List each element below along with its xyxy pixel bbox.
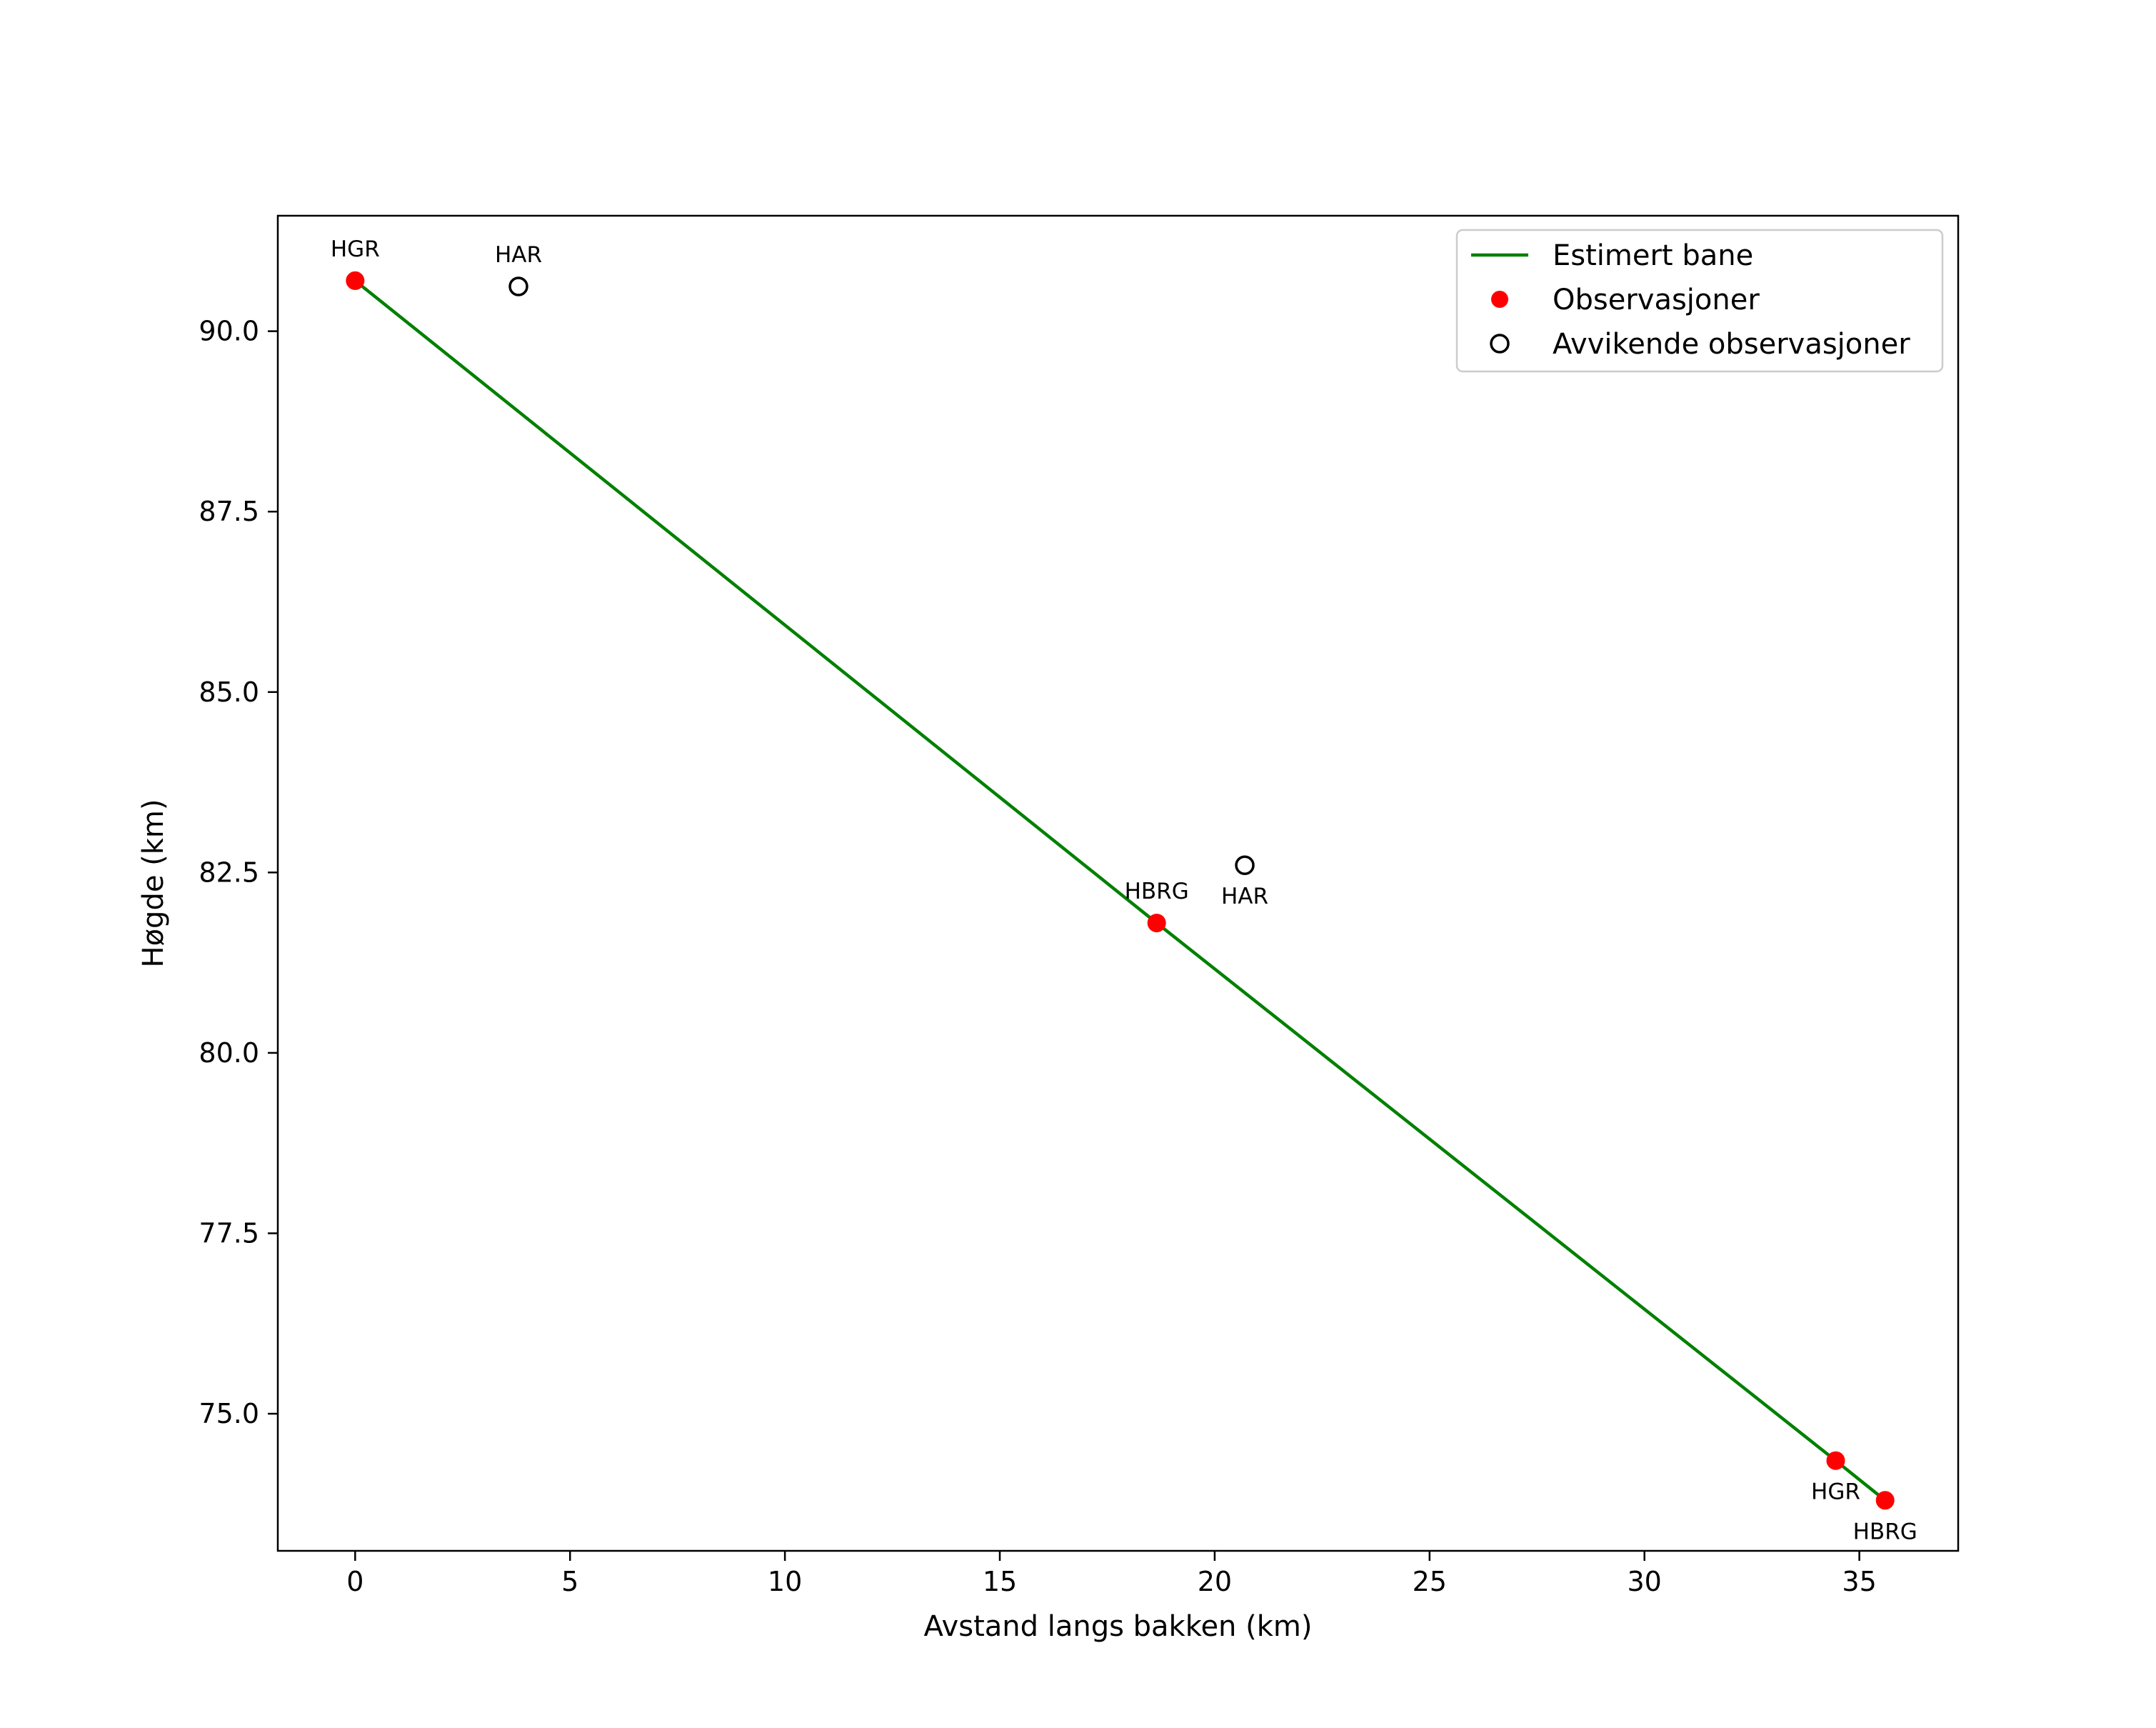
legend-label: Estimert bane	[1553, 239, 1753, 272]
legend: Estimert bane Observasjoner Avvikende obse…	[1455, 229, 1944, 373]
x-tick-label: 10	[768, 1566, 802, 1597]
x-tick-label: 35	[1842, 1566, 1876, 1597]
point-label: HAR	[495, 242, 542, 268]
x-tick-label: 5	[561, 1566, 578, 1597]
y-tick-label: 77.5	[199, 1217, 259, 1249]
outlier-point	[1235, 855, 1255, 875]
plot-frame	[276, 214, 1960, 1552]
point-label: HBRG	[1853, 1519, 1917, 1544]
x-axis-label: Avstand langs bakken (km)	[924, 1610, 1313, 1643]
y-tick-label: 90.0	[199, 316, 259, 347]
observation-point	[1826, 1451, 1845, 1470]
outlier-point	[508, 276, 528, 296]
observation-point	[1147, 914, 1166, 933]
point-label: HGR	[1811, 1479, 1860, 1505]
y-tick-label: 80.0	[199, 1037, 259, 1069]
x-tick-label: 0	[346, 1566, 363, 1597]
trajectory-line	[353, 278, 1887, 1503]
observation-point	[1875, 1491, 1895, 1510]
point-label: HAR	[1221, 884, 1268, 909]
x-tick-label: 15	[983, 1566, 1017, 1597]
legend-open-marker	[1490, 334, 1510, 354]
y-axis-label: Høgde (km)	[137, 799, 170, 968]
legend-label: Observasjoner	[1553, 284, 1760, 316]
plot-layer: HGR HBRG HGR HBRG HAR HAR	[331, 236, 1917, 1544]
point-label: HGR	[331, 236, 380, 262]
legend-filled-marker	[1491, 291, 1508, 308]
y-tick-label: 75.0	[199, 1398, 259, 1429]
ticks-layer: 0 5 10 15 20 25 30 35 75.0 77.5 80.0 82.5 85.0 87.5 90…	[199, 316, 1876, 1597]
y-tick-label: 82.5	[199, 856, 259, 888]
observation-point	[346, 271, 365, 290]
x-tick-label: 20	[1198, 1566, 1232, 1597]
legend-label: Avvikende observasjoner	[1553, 328, 1910, 361]
y-tick-label: 87.5	[199, 496, 259, 527]
legend-box	[1455, 229, 1944, 373]
y-tick-label: 85.0	[199, 676, 259, 708]
point-label: HBRG	[1125, 879, 1189, 904]
x-tick-label: 30	[1628, 1566, 1662, 1597]
x-tick-label: 25	[1413, 1566, 1447, 1597]
